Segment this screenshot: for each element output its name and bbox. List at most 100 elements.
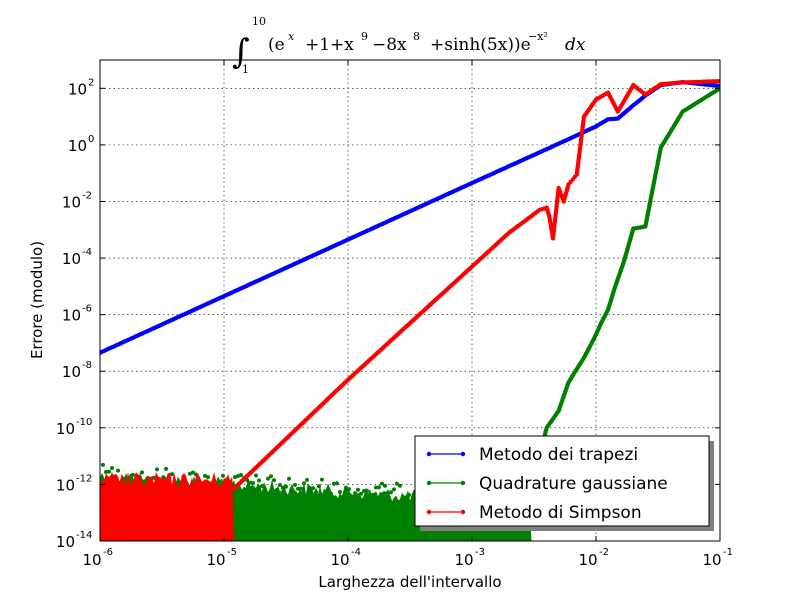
y-tick-label-exponent: -6 (82, 304, 92, 315)
noise-point-gaussian (380, 481, 384, 486)
y-tick-label-exponent: 2 (88, 77, 94, 88)
noise-point-gaussian (221, 473, 225, 478)
noise-point-gaussian (347, 487, 351, 492)
y-tick-label-exponent: -10 (76, 417, 92, 428)
x-tick-label-exponent: -1 (723, 547, 733, 558)
noise-point-gaussian (317, 484, 321, 489)
legend-label-1: Quadrature gaussiane (479, 474, 668, 494)
legend-label-0: Metodo dei trapezi (479, 445, 638, 465)
y-tick-label-exponent: -12 (76, 473, 92, 484)
noise-point-gaussian (101, 462, 105, 467)
noise-point-gaussian (353, 491, 357, 496)
noise-point-gaussian (233, 475, 237, 480)
y-tick-label: 10 (62, 363, 81, 381)
axes-frame (99, 59, 721, 542)
y-tick-label-exponent: 0 (88, 134, 94, 145)
noise-point-gaussian (191, 470, 195, 475)
title-upper-limit: 10 (252, 15, 266, 28)
title-integrand-1: (e (268, 35, 285, 55)
x-tick-label-exponent: -2 (599, 547, 609, 558)
title-integral-sign: ∫ (232, 32, 250, 72)
noise-point-gaussian (278, 483, 282, 487)
noise-point-gaussian (359, 491, 363, 496)
series-line-2 (233, 80, 720, 490)
noise-point-gaussian (275, 487, 279, 492)
noise-point-gaussian (374, 485, 378, 490)
title-integrand-3: −8x (372, 35, 407, 55)
noise-point-gaussian (377, 485, 381, 490)
x-axis-label: Larghezza dell'intervallo (318, 573, 501, 591)
plot-area (100, 78, 720, 541)
noise-point-gaussian (389, 490, 393, 495)
y-tick-label: 10 (62, 307, 81, 325)
noise-point-gaussian (350, 496, 354, 501)
noise-point-gaussian (104, 470, 108, 474)
noise-point-gaussian (329, 491, 333, 496)
legend: Metodo dei trapezi Quadrature gaussiane Me… (414, 435, 714, 531)
title-exp-x: x (288, 30, 295, 43)
y-tick-label: 10 (56, 476, 75, 494)
noise-point-gaussian (254, 473, 258, 478)
noise-point-gaussian (308, 486, 312, 491)
noise-point-gaussian (314, 490, 318, 495)
noise-point-gaussian (362, 489, 366, 493)
noise-point-gaussian (407, 493, 411, 497)
legend-marker (460, 451, 466, 457)
x-tick-label-exponent: -4 (351, 547, 361, 558)
legend-marker (426, 509, 432, 515)
noise-point-gaussian (107, 469, 111, 474)
noise-point-gaussian (110, 466, 114, 470)
y-tick-label: 10 (62, 193, 81, 211)
noise-point-gaussian (299, 486, 303, 491)
noise-point-gaussian (203, 473, 207, 478)
title-exp-9: 9 (361, 30, 368, 43)
noise-point-gaussian (344, 485, 348, 490)
noise-point-gaussian (386, 496, 390, 501)
noise-point-gaussian (260, 484, 264, 489)
x-tick-label: 10 (454, 551, 473, 569)
noise-point-gaussian (155, 467, 159, 472)
noise-point-gaussian (248, 480, 252, 485)
noise-point-gaussian (326, 491, 330, 496)
noise-point-gaussian (311, 486, 315, 491)
noise-point-gaussian (251, 481, 255, 486)
title-lower-limit: 1 (242, 63, 249, 76)
series-line-1 (538, 87, 720, 457)
noise-point-gaussian (323, 494, 327, 499)
noise-point-gaussian (302, 481, 306, 486)
x-tick-label: 10 (206, 551, 225, 569)
noise-point-gaussian (284, 484, 288, 489)
y-tick-label: 10 (56, 533, 75, 551)
noise-point-gaussian (404, 496, 408, 501)
title-dx: dx (565, 35, 586, 55)
x-tick-label: 10 (578, 551, 597, 569)
noise-point-gaussian (332, 481, 336, 486)
noise-point-gaussian (266, 476, 270, 481)
noise-point-gaussian (140, 470, 144, 475)
noise-point-gaussian (188, 471, 192, 476)
x-tick-label-exponent: -3 (475, 547, 485, 558)
noise-point-gaussian (263, 489, 267, 494)
noise-point-gaussian (164, 466, 168, 471)
noise-point-gaussian (170, 472, 174, 477)
chart-title: ∫ 10 1 (e x +1+x 9 −8x 8 +sinh(5x))e −x²… (232, 15, 586, 76)
legend-label-2: Metodo di Simpson (479, 503, 642, 523)
title-exp-8: 8 (413, 30, 420, 43)
y-tick-label-exponent: -2 (82, 190, 92, 201)
x-tick-label-exponent: -6 (103, 547, 113, 558)
noise-point-gaussian (305, 477, 309, 482)
noise-point-gaussian (383, 483, 387, 488)
x-tick-label: 10 (82, 551, 101, 569)
noise-point-gaussian (131, 472, 135, 477)
x-tick-label-exponent: -5 (227, 547, 237, 558)
noise-point-gaussian (341, 494, 345, 499)
noise-point-gaussian (338, 490, 342, 494)
title-integrand-2: +1+x (305, 35, 354, 55)
noise-floor-simpson (100, 471, 235, 541)
y-tick-label: 10 (62, 250, 81, 268)
noise-point-gaussian (320, 477, 324, 482)
noise-point-gaussian (398, 483, 402, 488)
noise-point-gaussian (335, 481, 339, 486)
noise-point-gaussian (395, 481, 399, 486)
